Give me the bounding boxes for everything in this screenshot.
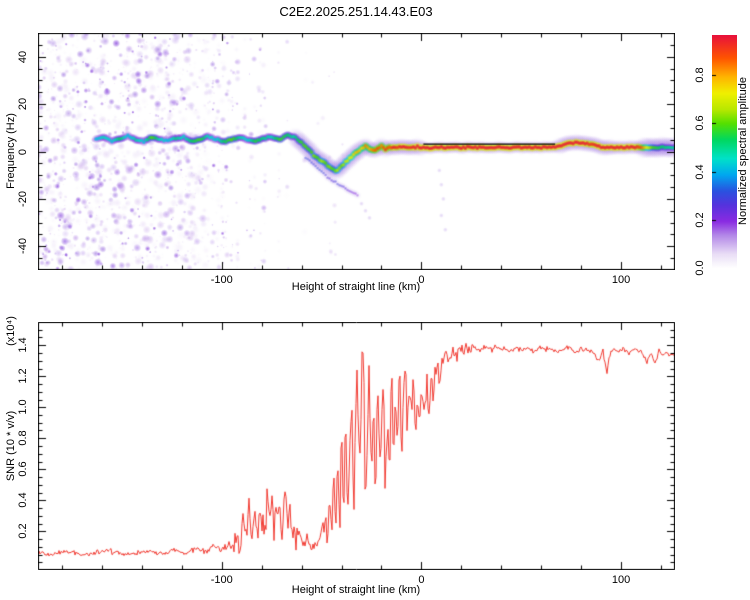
snr-canvas [38, 322, 675, 570]
tick-label: 1.4 [17, 337, 29, 353]
tick-label: 0 [418, 274, 425, 286]
spectrogram-canvas [38, 33, 675, 270]
tick-label: 100 [611, 574, 631, 586]
spectrogram-panel [38, 33, 675, 270]
tick-label: 1.2 [17, 368, 29, 384]
tick-label: 0.2 [17, 523, 29, 539]
tick-label: 20 [17, 97, 29, 111]
height-axis-label-bottom: Height of straight line (km) [291, 584, 421, 596]
tick-label: 0.6 [17, 461, 29, 477]
tick-label: -20 [17, 190, 29, 207]
tick-label: 100 [611, 274, 631, 286]
tick-label: 0.2 [694, 212, 706, 228]
tick-label: -100 [210, 274, 233, 286]
tick-label: 0.4 [17, 492, 29, 508]
tick-label: -40 [17, 238, 29, 255]
height-axis-label-top: Height of straight line (km) [291, 281, 421, 293]
tick-label: 40 [17, 50, 29, 63]
tick-label: -100 [210, 574, 233, 586]
tick-label: 1.0 [17, 399, 29, 415]
colorbar [712, 35, 737, 268]
colorbar-title: Normalized spectral amplitude [737, 77, 749, 225]
tick-label: 0.4 [694, 163, 706, 180]
tick-label: 0.8 [694, 67, 706, 83]
tick-label: 0.8 [17, 430, 29, 446]
tick-label: 0 [418, 574, 425, 586]
snr-panel [38, 322, 675, 570]
plot-title: C2E2.2025.251.14.43.E03 [279, 4, 433, 19]
tick-label: 0.0 [694, 260, 706, 276]
tick-label: 0.6 [694, 115, 706, 132]
tick-label: 0 [17, 148, 29, 155]
